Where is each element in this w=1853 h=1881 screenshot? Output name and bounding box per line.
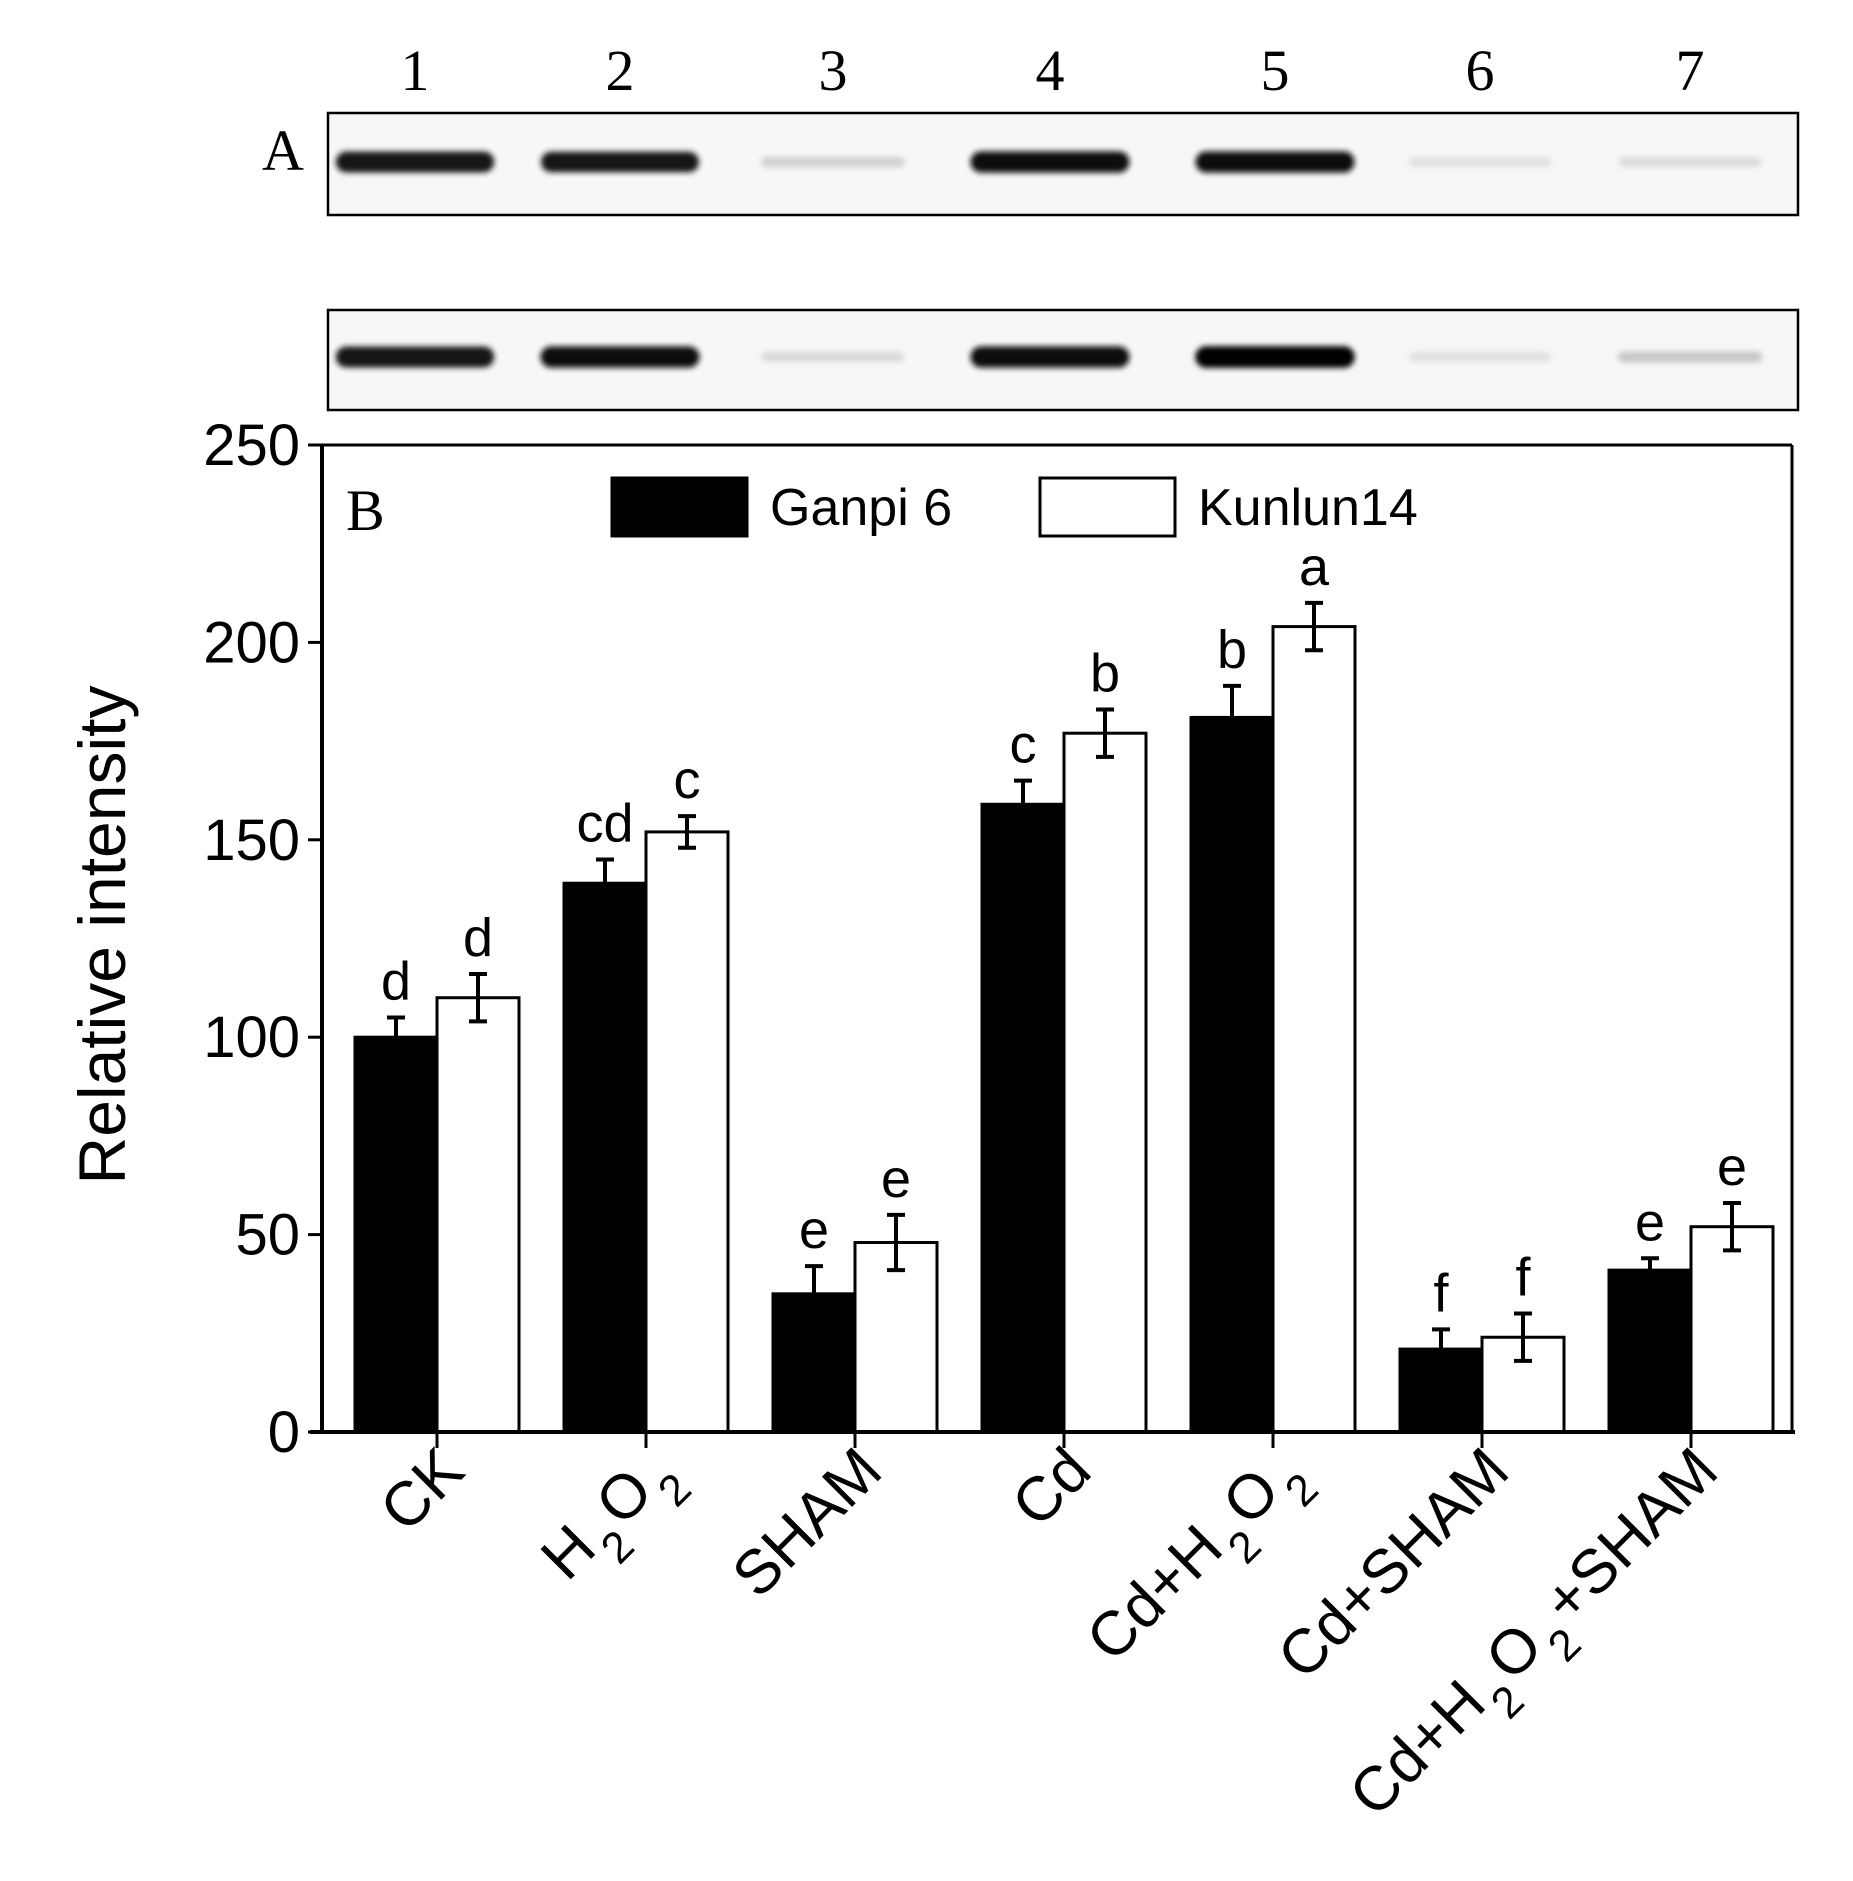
lane-label-6: 6 [1466,38,1495,103]
legend-label-kunlun14: Kunlun14 [1198,479,1418,537]
gel-band-row2-lane7 [1617,351,1763,363]
legend: Ganpi 6 Kunlun14 [610,476,1418,538]
gel-band-row1-lane5 [1195,151,1355,173]
bar-kunlun14-6 [1689,1225,1775,1434]
gel-band-row2-lane3 [761,351,905,363]
lane-label-1: 1 [401,38,430,103]
panel-a: A 1 2 3 4 5 6 7 [262,38,1800,412]
legend-swatch-ganpi6 [610,476,749,538]
gel-bands [335,151,1763,368]
y-tick-label-100: 100 [203,1005,300,1070]
sig-letter-kunlun14-4: a [1299,537,1330,597]
error-bar-ganpi6-2 [805,1264,823,1324]
bar-ganpi6-4 [1189,715,1275,1434]
gel-band-row1-lane7 [1618,157,1762,167]
y-tick-label-0: 0 [268,1400,300,1465]
bar-ganpi6-1 [562,881,648,1434]
error-bar-kunlun14-2 [887,1212,905,1273]
sig-letter-kunlun14-3: b [1090,644,1120,704]
bar-ganpi6-0 [353,1035,439,1434]
panel-a-label: A [262,118,304,183]
x-tick-label-2: SHAM [719,1435,894,1610]
lane-label-7: 7 [1676,38,1705,103]
panel-b: B Relative intensity 0 50 100 150 200 250 dd c… [65,413,1795,1844]
gel-band-row1-lane4 [970,151,1130,173]
error-bar-kunlun14-4 [1305,600,1323,653]
gel-band-row2-lane5 [1195,346,1355,368]
sig-letter-ganpi6-3: c [1010,715,1037,775]
error-bar-ganpi6-0 [387,1015,405,1059]
lane-label-2: 2 [606,38,635,103]
error-bar-ganpi6-6 [1641,1256,1659,1284]
panel-b-label: B [346,478,385,543]
bar-kunlun14-2 [853,1240,939,1434]
y-tick-label-150: 150 [203,808,300,873]
sig-letter-kunlun14-2: e [881,1149,911,1209]
error-bar-kunlun14-6 [1723,1201,1741,1253]
sig-letter-ganpi6-4: b [1217,620,1247,680]
gel-band-row1-lane1 [335,151,495,173]
error-bar-ganpi6-3 [1014,778,1032,830]
gel-band-row1-lane2 [541,151,699,173]
sig-letter-ganpi6-2: e [799,1200,829,1260]
bar-ganpi6-3 [980,802,1066,1434]
sig-letter-ganpi6-5: f [1433,1263,1449,1323]
gel-band-row1-lane3 [761,156,905,168]
legend-swatch-kunlun14 [1038,476,1177,538]
y-tick-label-250: 250 [203,413,300,478]
sig-letter-ganpi6-1: cd [576,794,633,854]
lane-labels: 1 2 3 4 5 6 7 [401,38,1705,103]
lane-label-4: 4 [1036,38,1065,103]
lane-label-5: 5 [1261,38,1290,103]
legend-label-ganpi6: Ganpi 6 [770,479,952,537]
plot-frame [310,443,1795,1434]
bar-kunlun14-4 [1271,625,1357,1434]
error-bar-kunlun14-5 [1514,1311,1532,1363]
gel-band-row1-lane6 [1408,157,1552,167]
error-bar-kunlun14-0 [469,972,487,1024]
sig-letter-kunlun14-0: d [463,908,493,968]
gel-band-row2-lane1 [335,346,495,368]
error-bar-ganpi6-4 [1223,683,1241,751]
bar-kunlun14-1 [644,830,730,1434]
sig-letter-ganpi6-6: e [1635,1192,1665,1252]
bar-kunlun14-0 [435,996,521,1434]
sig-letter-ganpi6-0: d [381,951,411,1011]
x-tick-label-1: H2O2 [528,1435,700,1607]
y-tick-label-200: 200 [203,610,300,675]
x-tick-label-3: Cd [999,1435,1104,1540]
bar-ganpi6-6 [1607,1268,1693,1434]
error-bar-ganpi6-5 [1432,1327,1450,1371]
gel-band-row2-lane2 [540,346,700,368]
bar-kunlun14-3 [1062,731,1148,1434]
error-bar-ganpi6-1 [596,857,614,909]
error-bars [387,600,1741,1371]
y-axis-label: Relative intensity [65,686,139,1185]
error-bar-kunlun14-3 [1096,707,1114,759]
sig-letter-kunlun14-1: c [674,750,701,810]
gel-band-row2-lane4 [970,346,1130,368]
sig-letter-kunlun14-5: f [1515,1248,1531,1308]
sig-letter-kunlun14-6: e [1717,1137,1747,1197]
x-tick-label-6: Cd+H2O2+SHAM [1336,1435,1745,1844]
error-bar-kunlun14-1 [678,814,696,850]
lane-label-3: 3 [819,38,848,103]
x-tick-label-0: CK [367,1435,477,1545]
y-axis: 0 50 100 150 200 250 [203,413,322,1465]
bars [353,625,1775,1448]
gel-band-row2-lane6 [1408,352,1552,362]
y-tick-label-50: 50 [235,1203,300,1268]
